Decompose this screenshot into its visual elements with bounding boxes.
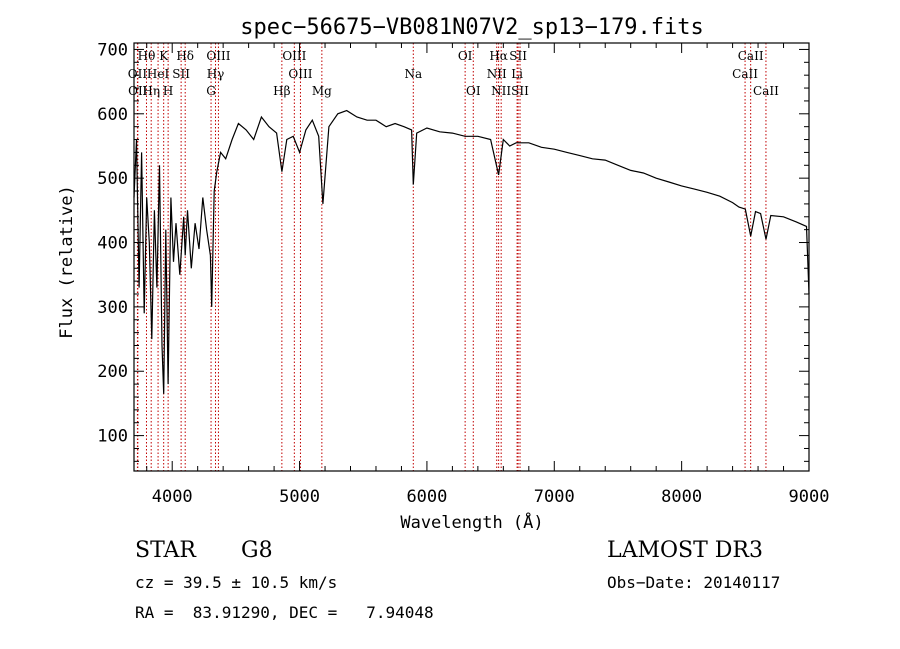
y-tick-label-2: 300 [97,298,128,318]
line-label-21: NII [491,84,511,98]
line-label-19: Hα [489,49,508,63]
x-tick-label-2: 6000 [406,487,447,507]
line-label-12: Hβ [273,84,290,98]
line-label-18: OI [466,84,481,98]
spectral-line-markers [136,43,767,471]
line-label-13: OIII [282,49,306,63]
obs-date: Obs−Date: 20140117 [607,573,781,592]
redshift-readout: cz = 39.5 ± 10.5 km/s [135,573,338,592]
line-label-15: Mg [312,84,332,98]
line-label-23: Li [511,67,523,81]
line-label-2: OII [128,84,148,98]
x-axis-label: Wavelength (Å) [400,511,543,533]
line-label-16: Na [404,67,422,81]
x-axis: 4000 5000 6000 7000 8000 9000 [146,43,830,507]
line-label-6: SII [172,67,190,81]
line-label-5: K [159,49,169,63]
y-tick-label-1: 200 [97,362,128,382]
object-class: STAR [135,538,196,563]
object-subclass: G8 [241,538,273,563]
line-label-27: CaII [753,84,779,98]
survey-label: LAMOST DR3 [607,538,763,563]
x-tick-label-0: 4000 [152,487,193,507]
line-label-20: NII [487,67,507,81]
line-label-11: G [206,84,216,98]
x-tick-label-1: 5000 [279,487,320,507]
plot-frame [133,42,810,472]
line-label-10: Hγ [207,67,225,81]
y-tick-label-0: 100 [97,427,128,447]
x-tick-label-5: 9000 [789,487,830,507]
line-label-1: OII [128,67,148,81]
line-label-14: OIII [288,67,312,81]
coordinates: RA = 83.91290, DEC = 7.94048 [135,603,434,622]
line-label-17: OI [458,49,473,63]
line-label-24: SII [511,84,529,98]
y-axis-label: Flux (relative) [57,185,77,339]
line-label-8: Hδ [176,49,194,63]
line-label-22: SII [509,49,527,63]
line-label-4: HeI [147,67,170,81]
y-tick-label-5: 600 [97,105,128,125]
x-tick-label-3: 7000 [534,487,575,507]
y-tick-label-6: 700 [97,40,128,60]
x-tick-label-4: 8000 [661,487,702,507]
y-axis: 100 200 300 400 500 600 700 [97,40,809,462]
spectrum-line [133,109,810,394]
line-label-9: OIII [206,49,230,63]
y-tick-label-4: 500 [97,169,128,189]
line-label-0: Hθ [138,49,156,63]
chart-title: spec−56675−VB081N07V2_sp13−179.fits [240,15,704,40]
line-label-26: CaII [732,67,758,81]
line-label-3: Hη [142,84,160,98]
line-label-7: H [163,84,173,98]
line-label-25: CaII [738,49,764,63]
y-tick-label-3: 400 [97,234,128,254]
